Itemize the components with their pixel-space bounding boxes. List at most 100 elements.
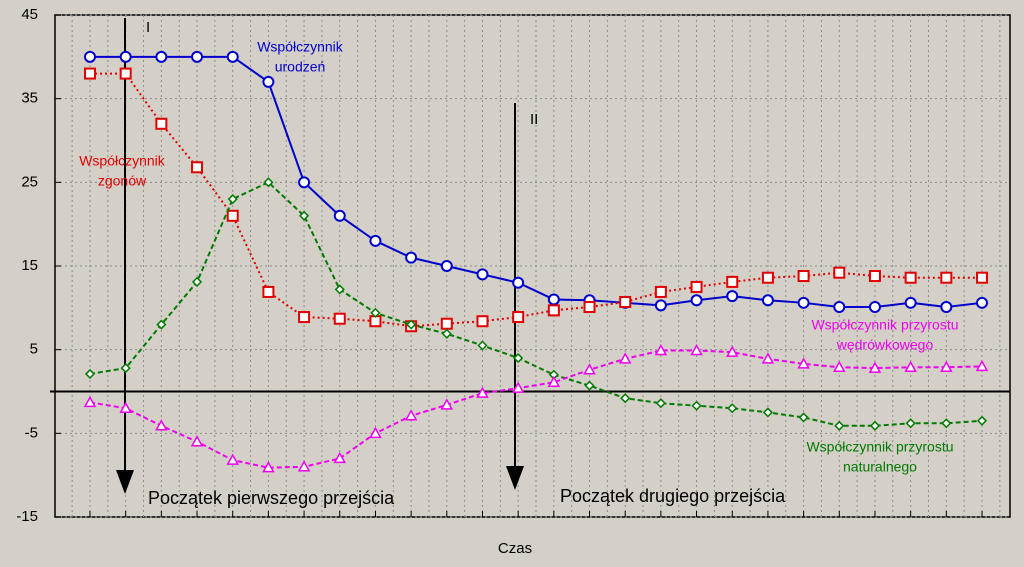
y-tick-label: 15 [21,257,38,274]
point [476,315,489,328]
y-tick-label: -15 [16,508,38,525]
point [440,398,454,410]
point [334,284,345,295]
point [726,290,739,303]
series-label: naturalnego [843,459,917,475]
point [761,271,774,284]
point [690,294,703,307]
point [762,407,773,418]
point [191,276,203,287]
point [406,319,417,330]
y-tick-label: 5 [30,341,38,358]
point [797,270,810,283]
point [119,50,132,63]
annotation: II [530,111,538,128]
point [155,117,168,130]
y-tick-label: 35 [21,90,38,107]
point [833,266,846,279]
point [618,352,632,364]
series-label: Współczynnik [257,39,344,55]
point [262,285,275,298]
point [297,460,311,472]
point [226,209,239,222]
point [191,161,204,174]
point [120,363,131,374]
point [190,435,204,447]
point [690,343,703,356]
point [940,300,953,313]
y-tick-label: -5 [25,424,38,441]
point [654,285,667,298]
point [583,363,596,375]
point [797,357,810,369]
point [584,380,595,391]
series-label: zgonów [98,173,147,189]
point [298,176,311,189]
y-tick-label: 45 [21,6,38,23]
point [404,409,418,421]
point [691,400,702,411]
point [476,268,489,281]
point [690,280,703,293]
point [761,352,775,364]
point [512,276,525,289]
point [298,311,311,324]
point [834,420,845,431]
point [833,360,846,372]
grid [55,14,1010,518]
point [797,296,810,309]
series-label: Współczynnik [79,153,166,169]
point [333,451,347,464]
point [333,312,346,325]
series-label: Współczynnik przyrostu [811,317,958,333]
point [119,401,132,413]
point [941,418,952,429]
point [155,50,168,63]
point [441,328,452,339]
annotation: Początek drugiego przejścia [560,486,786,506]
point [512,311,525,324]
point [440,260,453,272]
point [84,67,96,80]
point [547,304,560,317]
point [654,343,668,356]
point [262,75,275,88]
series-line [89,181,983,427]
point [868,361,882,373]
point [904,360,917,372]
point [262,461,275,473]
point [263,177,274,188]
point [976,296,988,309]
point [511,381,525,393]
point [156,319,167,330]
point [155,419,168,431]
point [976,271,988,284]
series-label: Współczynnik przyrostu [806,439,953,455]
point [227,194,238,205]
point [299,210,310,221]
y-tick-label: 25 [21,173,38,190]
point [226,453,239,465]
point [761,294,774,307]
point [975,359,989,372]
point [83,395,97,408]
point [84,368,96,379]
point [619,295,632,308]
series-label: urodzeń [275,59,326,75]
point [370,307,381,318]
annotation: I [146,19,150,36]
point [868,300,881,313]
point [333,209,346,222]
point [547,293,560,306]
point [869,420,881,431]
series-line [89,349,983,469]
point [725,345,739,357]
point [654,299,667,312]
annotation: Początek pierwszego przejścia [148,488,395,508]
point [904,296,917,309]
point [369,234,382,247]
point [513,352,524,364]
point [583,300,596,313]
point [833,300,846,313]
